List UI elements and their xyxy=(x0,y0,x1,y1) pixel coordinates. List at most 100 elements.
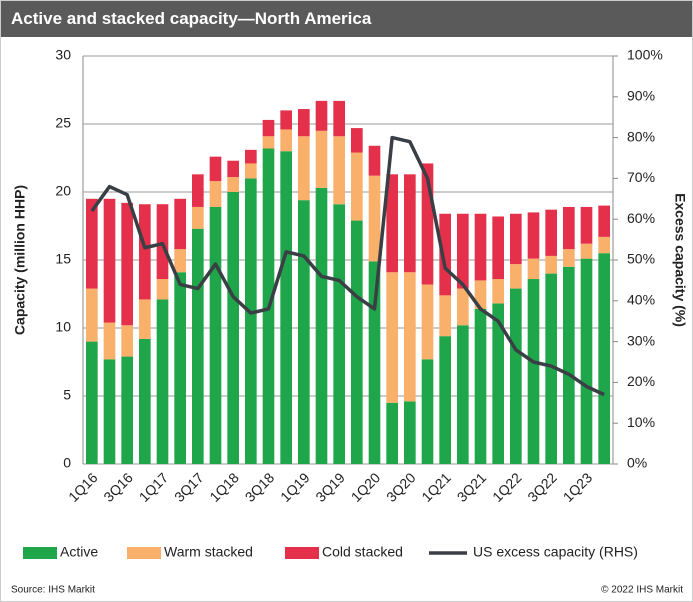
x-tick-label: 3Q20 xyxy=(383,469,419,505)
bar-segment xyxy=(386,272,398,403)
bar-segment xyxy=(421,359,434,464)
bar-segment xyxy=(545,255,557,274)
bar-segment xyxy=(386,402,398,464)
y2-tick-label: 50% xyxy=(627,251,655,267)
bar-segment xyxy=(121,356,133,464)
bar-segment xyxy=(174,249,186,273)
bar-segment xyxy=(315,130,328,188)
y2-tick-label: 100% xyxy=(627,47,663,63)
legend-swatch xyxy=(23,547,57,559)
y2-axis-label: Excess capacity (%) xyxy=(672,193,688,327)
bar-segment xyxy=(457,213,469,289)
y-tick-label: 0 xyxy=(63,455,71,471)
bar-segment xyxy=(580,258,593,464)
x-tick-label: 1Q19 xyxy=(277,469,313,505)
bar-segment xyxy=(527,212,540,259)
x-tick-label: 1Q16 xyxy=(65,469,101,505)
bar-segment xyxy=(86,198,98,289)
bar-segment xyxy=(333,204,345,465)
x-tick-label: 1Q17 xyxy=(136,469,172,505)
bar-segment xyxy=(545,273,557,464)
bar-segment xyxy=(174,272,186,464)
bar-segment xyxy=(457,325,469,464)
bar-segment xyxy=(545,209,557,256)
bar-segment xyxy=(492,216,504,280)
bar-segment xyxy=(527,258,540,280)
bar-segment xyxy=(368,261,381,464)
bar-segment xyxy=(492,303,504,464)
bar-segment xyxy=(598,253,610,464)
bar-segment xyxy=(580,243,593,259)
y-tick-label: 25 xyxy=(55,115,71,131)
bar-segment xyxy=(121,325,133,357)
source: Source: IHS Markit xyxy=(11,585,95,596)
x-tick-label: 1Q23 xyxy=(560,469,596,505)
y-tick-label: 20 xyxy=(55,183,71,199)
bar-segment xyxy=(439,213,451,296)
bar-segment xyxy=(192,206,204,229)
y-tick-label: 5 xyxy=(63,387,71,403)
bar-segment xyxy=(598,205,610,237)
x-tick-label: 3Q17 xyxy=(171,469,207,505)
bar-segment xyxy=(474,308,487,464)
bar-segment xyxy=(262,119,275,137)
bar-segment xyxy=(421,284,434,360)
bar-segment xyxy=(86,288,98,342)
bar-segment xyxy=(368,175,381,262)
bar-segment xyxy=(492,279,504,304)
bar-segment xyxy=(563,266,575,464)
bar-segment xyxy=(421,163,434,285)
bar-segment xyxy=(280,151,292,464)
bar-segment xyxy=(174,198,186,250)
bar-segment xyxy=(351,152,363,221)
bar-segment xyxy=(333,100,345,137)
bar-segment xyxy=(245,149,257,164)
y2-tick-label: 90% xyxy=(627,88,655,104)
bar-segment xyxy=(280,129,292,152)
x-tick-label: 1Q18 xyxy=(206,469,242,505)
bar-segment xyxy=(209,206,222,464)
bar-segment xyxy=(527,279,540,464)
bar-segment xyxy=(103,322,116,360)
x-tick-label: 3Q16 xyxy=(100,469,136,505)
x-tick-label: 1Q20 xyxy=(348,469,384,505)
bar-segment xyxy=(510,264,522,289)
x-tick-label: 1Q22 xyxy=(489,469,525,505)
bar-segment xyxy=(86,341,98,464)
bar-segment xyxy=(563,249,575,267)
bar-segment xyxy=(227,192,239,464)
legend-label: US excess capacity (RHS) xyxy=(473,544,638,560)
bar-segment xyxy=(474,213,487,281)
bar-segment xyxy=(121,202,133,326)
bar-segment xyxy=(227,177,239,192)
bar-segment xyxy=(262,136,275,149)
y2-tick-label: 0% xyxy=(627,455,647,471)
bar-segment xyxy=(439,336,451,464)
copyright: © 2022 IHS Markit xyxy=(601,585,683,596)
bar-segment xyxy=(103,359,116,464)
bar-segment xyxy=(457,288,469,326)
legend-label: Warm stacked xyxy=(164,544,253,560)
bar-segment xyxy=(139,204,151,300)
bar-segment xyxy=(510,288,522,464)
legend-label: Cold stacked xyxy=(322,544,403,560)
x-tick-label: 3Q21 xyxy=(454,469,490,505)
bar-segment xyxy=(245,178,257,464)
bar-segment xyxy=(209,156,222,182)
bar-segment xyxy=(139,299,151,339)
bar-segment xyxy=(156,204,169,280)
y2-tick-label: 80% xyxy=(627,128,655,144)
y2-tick-label: 30% xyxy=(627,332,655,348)
y-tick-label: 15 xyxy=(55,251,71,267)
legend-swatch xyxy=(127,547,161,559)
y2-tick-label: 40% xyxy=(627,292,655,308)
x-tick-label: 1Q21 xyxy=(418,469,454,505)
y-axis-label: Capacity (million HHP) xyxy=(12,185,28,335)
bar-segment xyxy=(192,174,204,207)
x-tick-label: 3Q22 xyxy=(524,469,560,505)
bar-segment xyxy=(245,163,257,179)
chart-title: Active and stacked capacity—North Americ… xyxy=(1,1,692,37)
bar-segment xyxy=(209,181,222,207)
bar-segment xyxy=(103,198,116,323)
